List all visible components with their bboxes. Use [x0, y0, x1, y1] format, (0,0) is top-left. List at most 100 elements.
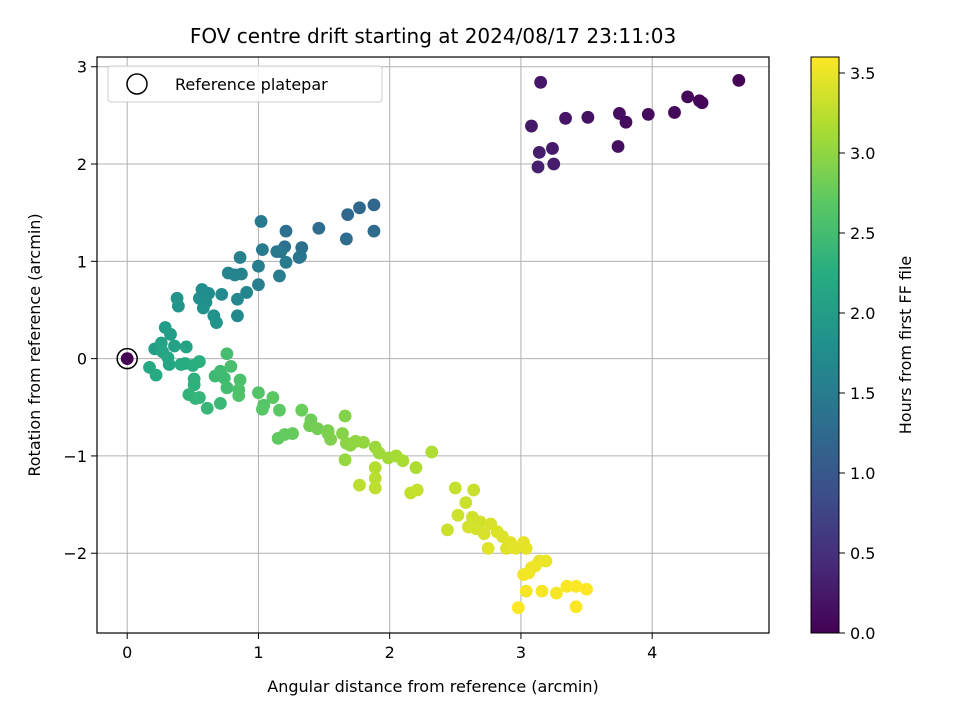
scatter-point: [338, 409, 352, 423]
scatter-point: [270, 245, 284, 258]
scatter-point: [539, 554, 553, 568]
scatter-point: [273, 269, 286, 283]
scatter-point: [336, 427, 349, 440]
scatter-point: [233, 373, 247, 387]
scatter-point: [357, 435, 370, 449]
scatter-point: [531, 160, 545, 174]
scatter-point: [681, 90, 695, 104]
scatter-point: [549, 586, 563, 600]
y-tick-label: −2: [63, 544, 87, 563]
scatter-point: [324, 432, 338, 446]
scatter-point: [254, 215, 268, 228]
scatter-point: [240, 286, 254, 299]
scatter-point: [547, 157, 561, 171]
scatter-point: [295, 403, 309, 417]
y-axis-label: Rotation from reference (arcmin): [25, 213, 44, 476]
scatter-point: [368, 481, 382, 495]
scatter-point: [252, 259, 265, 273]
y-axis-ticks: −2 −1 0 1 2 3: [63, 58, 97, 563]
legend-box: [107, 65, 383, 103]
scatter-point: [252, 278, 265, 292]
scatter-point: [339, 232, 353, 246]
scatter-point: [279, 255, 293, 269]
scatter-point: [467, 483, 481, 497]
scatter-point: [535, 584, 549, 598]
x-tick-label: 3: [516, 643, 526, 662]
scatter-point: [279, 224, 293, 238]
colorbar-tick-label: 2.5: [850, 224, 875, 243]
colorbar-ticks: 0.0 0.5 1.0 1.5 2.0 2.5 3.0 3.5: [839, 64, 875, 643]
y-tick-label: 1: [77, 252, 87, 271]
colorbar-gradient: [810, 56, 840, 634]
scatter-point: [451, 508, 465, 522]
legend: Reference platepar: [107, 65, 383, 103]
plot-area-frame: [96, 56, 770, 634]
scatter-point: [560, 579, 574, 593]
scatter-point: [425, 445, 439, 459]
scatter-point: [569, 600, 583, 614]
scatter-point: [232, 389, 246, 402]
scatter-point: [286, 427, 299, 440]
scatter-point: [266, 391, 280, 404]
scatter-point: [559, 111, 572, 125]
scatter-point: [220, 381, 234, 395]
scatter-point: [192, 355, 206, 368]
scatter-point: [171, 299, 185, 313]
scatter-point: [581, 110, 595, 124]
scatter-point: [732, 73, 746, 87]
x-tick-label: 2: [385, 643, 395, 662]
scatter-point: [611, 140, 625, 153]
scatter-point: [409, 461, 423, 474]
scatter-point: [341, 208, 355, 222]
scatter-point: [459, 496, 473, 510]
scatter-point: [534, 75, 548, 89]
scatter-point: [231, 309, 244, 323]
scatter-point: [410, 483, 424, 497]
scatter-point: [192, 391, 206, 404]
scatter-point: [367, 198, 381, 212]
x-axis-ticks: 0 1 2 3 4: [122, 633, 657, 662]
x-tick-label: 1: [253, 643, 263, 662]
scatter-point: [569, 579, 583, 593]
gridlines: [97, 57, 769, 633]
scatter-point: [187, 378, 201, 392]
scatter-point: [353, 201, 366, 215]
scatter-point: [231, 292, 244, 306]
colorbar-tick-label: 3.0: [850, 144, 875, 163]
scatter-point: [519, 541, 533, 555]
scatter-point: [532, 145, 546, 159]
y-tick-label: −1: [63, 447, 87, 466]
scatter-point: [200, 401, 214, 415]
scatter-point: [252, 386, 265, 400]
scatter-point: [511, 601, 525, 615]
scatter-point: [580, 582, 593, 596]
colorbar-label: Hours from first FF file: [896, 256, 915, 435]
scatter-point: [695, 96, 709, 110]
colorbar-tick-label: 1.0: [850, 464, 875, 483]
scatter-point: [217, 371, 231, 385]
scatter-point: [294, 250, 307, 263]
chart-title: FOV centre drift starting at 2024/08/17 …: [190, 24, 676, 48]
scatter-point: [641, 108, 655, 121]
scatter-point: [546, 142, 559, 155]
scatter-point: [612, 107, 626, 120]
scatter-point: [221, 266, 235, 280]
scatter-point: [168, 339, 181, 353]
scatter-point: [338, 453, 352, 467]
y-tick-label: 0: [77, 350, 87, 369]
scatter-point: [517, 568, 530, 582]
colorbar-tick-label: 0.5: [850, 544, 875, 563]
y-tick-label: 3: [77, 58, 87, 77]
scatter-point: [273, 403, 286, 417]
scatter-point: [162, 358, 176, 371]
reference-point: [116, 347, 138, 370]
scatter-point: [220, 347, 234, 361]
scatter-point: [149, 368, 163, 382]
colorbar-tick-label: 2.0: [850, 304, 875, 323]
colorbar-tick-label: 0.0: [850, 624, 875, 643]
scatter-point: [367, 224, 381, 238]
reference-marker-ring: [116, 347, 138, 370]
scatter-point: [481, 541, 495, 555]
scatter-point: [441, 523, 454, 537]
scatter-point: [396, 454, 410, 468]
